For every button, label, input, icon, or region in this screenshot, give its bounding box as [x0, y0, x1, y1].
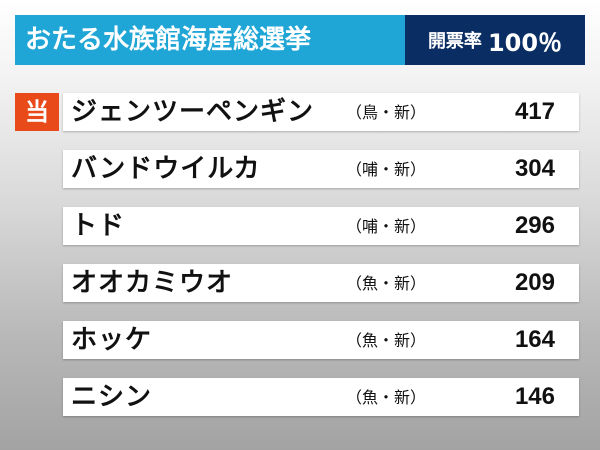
candidate-votes: 146: [514, 383, 555, 410]
candidate-name: バンドウイルカ: [71, 154, 261, 184]
candidate-name: ジェンツーペンギン: [71, 97, 315, 127]
count-rate-badge: 開票率 100％: [405, 15, 585, 65]
candidate-votes: 304: [514, 155, 555, 182]
candidate-votes: 164: [514, 326, 555, 353]
list-item: ジェンツーペンギン （鳥・新） 417: [63, 93, 579, 131]
list-item: トド （哺・新） 296: [63, 207, 579, 245]
candidate-affiliation: （魚・新）: [346, 388, 427, 407]
candidate-affiliation: （魚・新）: [346, 331, 427, 350]
elected-badge: 当: [15, 93, 59, 131]
candidate-affiliation: （哺・新）: [346, 160, 427, 179]
candidate-votes: 417: [514, 98, 555, 125]
list-item: オオカミウオ （魚・新） 209: [63, 264, 579, 302]
candidate-affiliation: （鳥・新）: [346, 103, 427, 122]
candidate-votes: 209: [514, 269, 555, 296]
candidate-name: トド: [71, 211, 126, 241]
count-rate-label: 開票率: [427, 31, 482, 52]
list-item: バンドウイルカ （哺・新） 304: [63, 150, 579, 188]
candidate-votes: 296: [514, 212, 555, 239]
candidate-name: ホッケ: [71, 325, 153, 355]
candidate-name: ニシン: [71, 382, 153, 412]
page-title: おたる水族館海産総選挙: [15, 15, 405, 65]
list-item: ニシン （魚・新） 146: [63, 378, 579, 416]
list-item: ホッケ （魚・新） 164: [63, 321, 579, 359]
candidate-affiliation: （哺・新）: [346, 217, 427, 236]
title-bar: おたる水族館海産総選挙 開票率 100％: [15, 15, 585, 65]
candidate-affiliation: （魚・新）: [346, 274, 427, 293]
candidate-name: オオカミウオ: [71, 268, 234, 298]
count-rate-value: 100％: [487, 28, 563, 57]
